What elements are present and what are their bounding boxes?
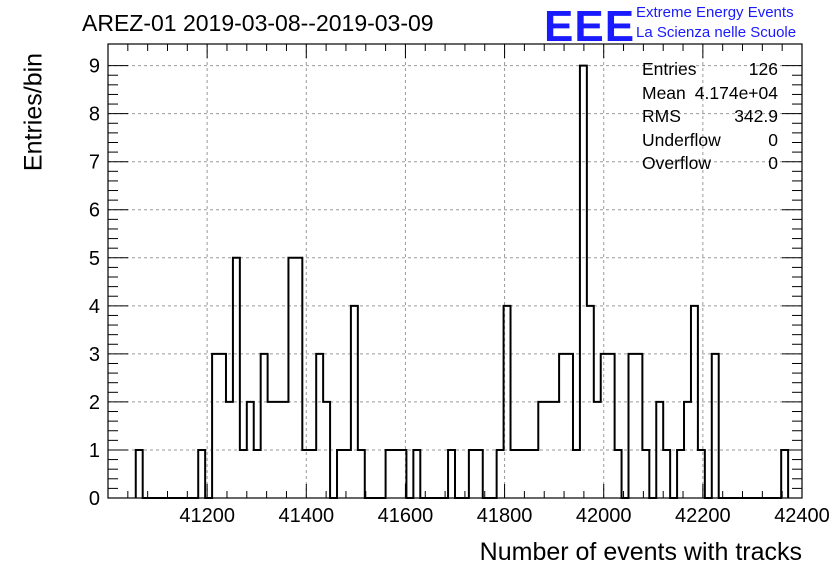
- histogram-bin: [316, 354, 323, 498]
- y-tick-label: 0: [89, 488, 100, 510]
- y-tick-label: 7: [89, 152, 100, 174]
- histogram-bin: [469, 450, 476, 498]
- stat-row-entries: Entries 126: [640, 58, 780, 82]
- histogram-bin: [642, 450, 649, 498]
- y-tick-label: 5: [89, 248, 100, 270]
- chart-title: AREZ-01 2019-03-08--2019-03-09: [82, 10, 434, 36]
- histogram-bin: [517, 450, 524, 498]
- y-tick-label: 3: [89, 344, 100, 366]
- histogram-bin: [136, 450, 143, 498]
- logo-line-1: Extreme Energy Events: [636, 4, 794, 21]
- y-tick-label: 2: [89, 392, 100, 414]
- stat-name: Mean: [642, 82, 686, 103]
- histogram-bin: [309, 450, 316, 498]
- histogram-bin: [261, 354, 268, 498]
- histogram-bin: [393, 450, 400, 498]
- histogram-bin: [608, 354, 615, 498]
- eee-logo: EEE: [544, 2, 636, 51]
- histogram-bin: [358, 450, 365, 498]
- y-tick-label: 4: [89, 296, 100, 318]
- histogram-bin: [448, 450, 455, 498]
- histogram-bin: [198, 450, 205, 498]
- histogram-bin: [212, 354, 219, 498]
- histogram-bin: [511, 450, 518, 498]
- stat-value: 342.9: [734, 106, 778, 126]
- stat-row-mean: Mean 4.174e+04: [640, 82, 780, 106]
- histogram-bin: [698, 450, 705, 498]
- stat-row-rms: RMS 342.9: [640, 105, 780, 129]
- histogram-bin: [240, 450, 247, 498]
- x-tick-label: 42000: [576, 505, 632, 527]
- histogram-bin: [344, 450, 351, 498]
- histogram-bin: [573, 450, 580, 498]
- stat-row-overflow: Overflow 0: [640, 152, 780, 176]
- histogram-bin: [295, 258, 302, 498]
- histogram-bin: [254, 450, 261, 498]
- histogram-bin: [663, 450, 670, 498]
- histogram-bin: [413, 450, 420, 498]
- histogram-bin: [566, 354, 573, 498]
- stat-value: 4.174e+04: [694, 82, 778, 103]
- x-tick-label: 41200: [179, 505, 235, 527]
- x-tick-label: 41600: [378, 505, 434, 527]
- histogram-bin: [580, 66, 587, 498]
- y-tick-label: 8: [89, 104, 100, 126]
- histogram-bin: [712, 354, 719, 498]
- histogram-bin: [233, 258, 240, 498]
- x-tick-label: 42200: [675, 505, 731, 527]
- logo-text: Extreme Energy Events La Scienza nelle S…: [636, 3, 796, 43]
- histogram-bin: [497, 450, 504, 498]
- x-tick-label: 42400: [774, 505, 830, 527]
- stat-name: Overflow: [642, 153, 712, 173]
- stat-value: 0: [768, 129, 778, 150]
- stats-box: Entries 126 Mean 4.174e+04 RMS 342.9 Und…: [640, 58, 780, 176]
- y-tick-label: 6: [89, 200, 100, 222]
- histogram-bin: [781, 450, 788, 498]
- histogram-bin: [288, 258, 295, 498]
- histogram-bin: [635, 354, 642, 498]
- histogram-bin: [629, 354, 636, 498]
- histogram-bin: [476, 450, 483, 498]
- stat-name: RMS: [642, 106, 681, 126]
- y-tick-label: 9: [89, 56, 100, 78]
- stat-name: Entries: [642, 59, 697, 79]
- tick-labels: 41200 41400 41600 41800 42000 42200 4240001234…: [89, 56, 830, 527]
- axis-ticks: [107, 44, 803, 499]
- histogram-bin: [386, 450, 393, 498]
- histogram-line: [134, 64, 790, 499]
- histogram-bin: [219, 354, 226, 498]
- x-axis-label: Number of events with tracks: [479, 538, 802, 566]
- stat-row-underflow: Underflow 0: [640, 129, 780, 153]
- x-tick-label: 41800: [477, 505, 533, 527]
- stat-value: 0: [768, 153, 778, 173]
- x-tick-label: 41400: [278, 505, 334, 527]
- histogram-bin: [531, 450, 538, 498]
- histogram-bin: [677, 450, 684, 498]
- y-tick-label: 1: [89, 440, 100, 462]
- stat-value: 126: [748, 59, 778, 79]
- histogram-bin: [337, 450, 344, 498]
- histogram-bin: [615, 450, 622, 498]
- y-axis-label: Entries/bin: [19, 52, 48, 172]
- histogram-bin: [559, 354, 566, 498]
- logo-line-2: La Scienza nelle Scuole: [636, 24, 797, 41]
- histogram-bin: [524, 450, 531, 498]
- stat-name: Underflow: [642, 129, 721, 150]
